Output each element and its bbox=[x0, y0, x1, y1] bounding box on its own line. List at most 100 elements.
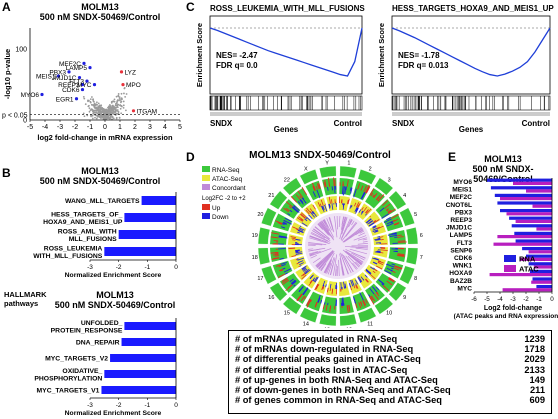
circos-direction-label: Down bbox=[212, 214, 229, 221]
circos-rna-spike bbox=[386, 209, 389, 212]
circos-rna-spike bbox=[388, 210, 393, 214]
circos-chromosome-ring bbox=[388, 190, 407, 210]
circos-chromosome-ring bbox=[257, 226, 271, 245]
volcano-x-tick-label: 3 bbox=[148, 124, 152, 131]
circos-atac-spike bbox=[296, 262, 299, 265]
circos-rna-spike bbox=[391, 263, 396, 266]
volcano-point bbox=[93, 105, 96, 108]
circos-atac-spike bbox=[329, 283, 332, 289]
circos-concordant-spike bbox=[318, 251, 334, 270]
circos-rna-spike bbox=[270, 251, 279, 254]
volcano-point bbox=[117, 110, 120, 113]
volcano-labeled-point bbox=[80, 83, 85, 87]
circos-concordant-spike bbox=[353, 235, 367, 241]
circos-atac-spike bbox=[363, 206, 368, 212]
circos-atac-spike bbox=[309, 280, 313, 284]
volcano-point bbox=[112, 109, 115, 111]
circos-atac-spike bbox=[351, 205, 353, 208]
volcano-point bbox=[109, 111, 112, 114]
circos-legend-label: Concordant bbox=[212, 185, 246, 192]
gsea-hess-frame bbox=[391, 15, 551, 95]
circos-rna-spike bbox=[362, 300, 366, 307]
volcano-point bbox=[114, 109, 117, 112]
stats-row: # of down-genes in both RNA-Seq and ATAC… bbox=[235, 385, 545, 395]
circos-rna-spike bbox=[302, 287, 309, 295]
circos-concordant-spike bbox=[345, 251, 363, 265]
circos-rna-spike bbox=[382, 285, 386, 288]
volcano-point bbox=[99, 111, 102, 114]
gene-label: MYC bbox=[457, 285, 472, 292]
volcano-x-tick-label: -1 bbox=[87, 124, 93, 131]
volcano-point bbox=[95, 101, 98, 104]
panel-label-b: B bbox=[2, 166, 11, 180]
volcano-point bbox=[111, 107, 114, 110]
hallmark-nes-category-label: MYC_TARGETS_V1 bbox=[37, 388, 100, 395]
circos-atac-spike bbox=[368, 222, 375, 227]
circos-rna-spike bbox=[384, 203, 391, 209]
volcano-labeled-point bbox=[121, 83, 125, 87]
circos-rna-spike bbox=[369, 188, 375, 196]
circos-legend-swatch bbox=[202, 166, 210, 172]
summary-stats-box: # of mRNAs upregulated in RNA-Seq 1239 # o… bbox=[228, 330, 552, 414]
volcano-point bbox=[84, 103, 87, 106]
volcano-point bbox=[109, 117, 111, 120]
volcano-point bbox=[120, 100, 123, 103]
circos-atac-spike bbox=[309, 208, 313, 212]
circos-chromosome-ring bbox=[318, 165, 337, 179]
circos-chromosome-ring bbox=[299, 307, 319, 323]
circos-atac-spike bbox=[301, 265, 307, 270]
circos-atac-spike bbox=[365, 213, 367, 216]
volcano-point bbox=[95, 111, 97, 114]
volcano-x-tick-label: 4 bbox=[163, 124, 167, 131]
circos-rna-spike bbox=[271, 257, 280, 260]
circos-concordant-spike bbox=[316, 253, 331, 268]
stats-value: 2029 bbox=[524, 354, 545, 365]
circos-chromosome-ring bbox=[405, 247, 419, 266]
circos-rna-spike bbox=[388, 278, 391, 281]
circos-rna-spike bbox=[369, 296, 374, 301]
hallmark-nes-bar bbox=[104, 370, 176, 378]
circos-concordant-spike bbox=[309, 235, 327, 243]
circos-rna-track bbox=[365, 187, 385, 209]
gsea-nes-category-label: HESS_TARGETS_OF_ bbox=[51, 211, 122, 218]
gene-bar-atac bbox=[493, 242, 552, 246]
circos-atac-spike bbox=[302, 273, 306, 276]
circos-concordant-spike bbox=[320, 221, 329, 234]
circos-atac-spike bbox=[373, 219, 377, 223]
circos-chromosome-ring bbox=[357, 169, 377, 185]
circos-rna-spike bbox=[317, 297, 321, 303]
circos-atac-spike bbox=[365, 268, 372, 274]
gsea-hess-hit-frame bbox=[391, 95, 551, 111]
circos-rna-spike bbox=[280, 269, 284, 272]
gene-bars-x-tick-label: -2 bbox=[523, 296, 529, 303]
volcano-gene-label: PBX3 bbox=[49, 69, 66, 76]
circos-rna-spike bbox=[390, 269, 393, 272]
circos-chromosome-ring bbox=[339, 165, 358, 179]
volcano-point bbox=[95, 117, 98, 120]
volcano-labeled-point bbox=[131, 109, 136, 113]
volcano-title-line1: MOLM13 bbox=[81, 2, 119, 12]
volcano-point bbox=[115, 95, 118, 98]
circos-chromosome-label: 1 bbox=[347, 161, 350, 167]
gsea-bars-title: MOLM13 500 nM SNDX-50469/Control bbox=[20, 166, 180, 186]
gene-bar-atac bbox=[532, 204, 552, 208]
circos-rna-track bbox=[322, 178, 337, 196]
circos-concordant-spike bbox=[345, 249, 366, 259]
gsea-ross-x-label: Genes bbox=[274, 125, 299, 134]
gene-bar-rna bbox=[532, 277, 552, 281]
circos-concordant-spike bbox=[329, 264, 334, 276]
hallmark-nes-bar bbox=[110, 354, 176, 362]
volcano-point bbox=[91, 114, 94, 117]
circos-rna-spike bbox=[310, 299, 312, 303]
circos-rna-spike bbox=[341, 298, 344, 306]
circos-chromosome-label: 19 bbox=[252, 233, 258, 239]
circos-concordant-spike bbox=[308, 251, 319, 255]
circos-atac-spike bbox=[299, 262, 304, 266]
circos-atac-spike bbox=[331, 288, 334, 295]
stats-label: # of differential peaks gained in ATAC-S… bbox=[235, 354, 421, 365]
gene-bars-x-tick-label: -5 bbox=[484, 296, 490, 303]
volcano-gene-label: MEF2C bbox=[59, 61, 81, 68]
circos-rna-spike bbox=[293, 284, 296, 287]
gene-bars-x-label-line1: Log2 fold-change bbox=[484, 305, 542, 312]
circos-atac-spike bbox=[301, 267, 306, 270]
